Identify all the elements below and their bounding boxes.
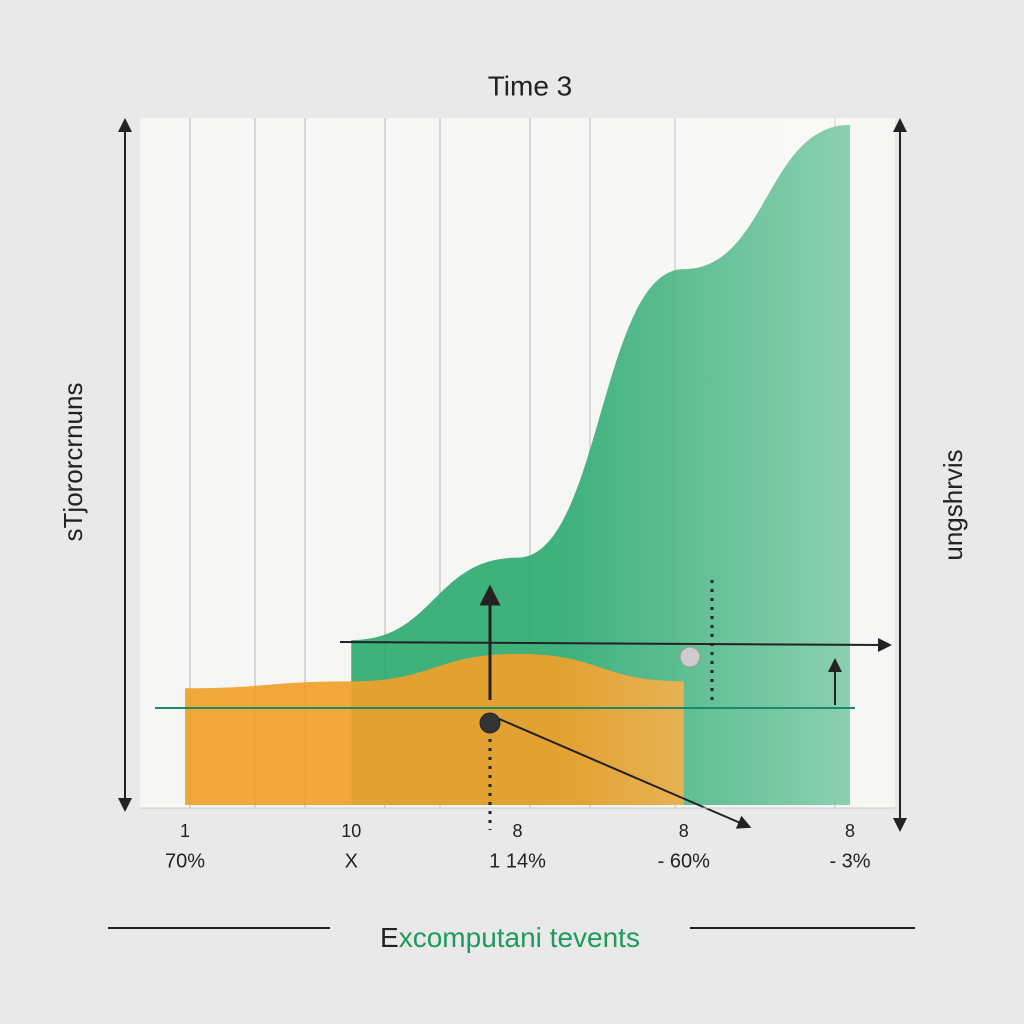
x-top-label: 8 bbox=[512, 821, 522, 841]
y2-axis-label: ungshrvis bbox=[938, 449, 968, 560]
x-tick-label: X bbox=[345, 850, 358, 872]
x-tick-label: - 3% bbox=[829, 850, 870, 872]
x-top-label: 8 bbox=[845, 821, 855, 841]
chart-title: Time 3 bbox=[488, 70, 573, 101]
x-axis-label: Excomputani tevents bbox=[380, 922, 640, 953]
x-label-part: E bbox=[380, 922, 399, 953]
area bbox=[185, 653, 684, 805]
fade-overlay bbox=[560, 118, 850, 805]
x-tick-label: 70% bbox=[165, 850, 205, 872]
x-tick-label: - 60% bbox=[658, 850, 710, 872]
decorations bbox=[108, 118, 915, 929]
x-top-label: 8 bbox=[679, 821, 689, 841]
areas bbox=[185, 118, 850, 806]
x-tick-label: 1 14% bbox=[489, 850, 546, 872]
x-top-label: 10 bbox=[341, 821, 361, 841]
x-label-part: xcomputani tevents bbox=[399, 922, 640, 953]
x-top-label: 1 bbox=[180, 821, 190, 841]
y-axis-label: sTjororcrnuns bbox=[58, 383, 88, 542]
